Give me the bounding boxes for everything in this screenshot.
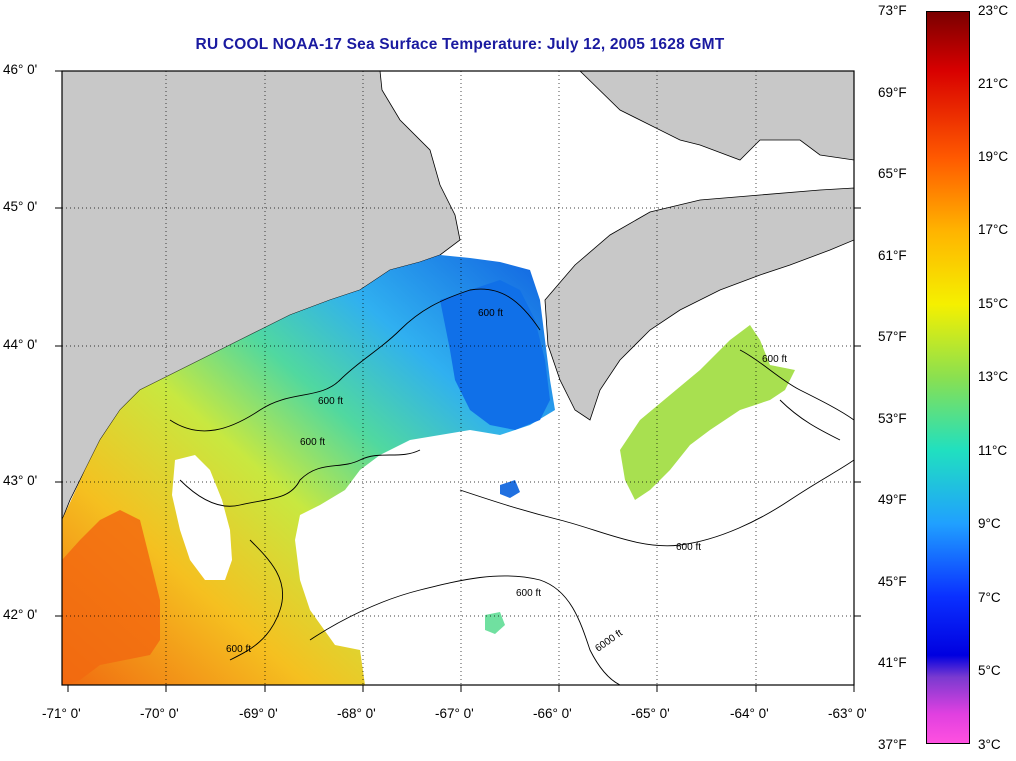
colorbar-c-label: 21°C <box>978 76 1009 91</box>
graticule <box>62 71 854 685</box>
sst-patch-south <box>485 612 505 634</box>
lon-label: -66° 0' <box>533 706 572 721</box>
lon-label: -69° 0' <box>239 706 278 721</box>
sst-cold-pocket <box>440 280 550 430</box>
lon-label: -68° 0' <box>337 706 376 721</box>
colorbar-c-label: 13°C <box>978 369 1009 384</box>
lon-label: -71° 0' <box>42 706 81 721</box>
colorbar-f-label: 57°F <box>878 329 907 344</box>
colorbar-f-label: 69°F <box>878 85 907 100</box>
lat-label: 42° 0' <box>3 607 38 622</box>
frame-ticks <box>55 70 861 692</box>
colorbar-c-label: 19°C <box>978 149 1009 164</box>
map-area: 600 ft 600 ft 600 ft 600 ft 600 ft 600 f… <box>62 71 854 685</box>
contour-label: 600 ft <box>300 437 325 448</box>
lon-label: -64° 0' <box>730 706 769 721</box>
land-nova-scotia <box>544 187 854 421</box>
sst-gulf-of-maine <box>62 255 555 685</box>
contour-label: 600 ft <box>762 354 787 365</box>
sst-patch-georges <box>500 480 520 498</box>
map-frame <box>61 70 855 686</box>
contour-label: 600 ft <box>226 644 251 655</box>
colorbar-f-label: 53°F <box>878 411 907 426</box>
contour-label: 600 ft <box>676 542 701 553</box>
sst-warm-bay <box>62 510 160 685</box>
temperature-colorbar <box>926 11 970 744</box>
lat-label: 46° 0' <box>3 62 38 77</box>
colorbar-c-label: 5°C <box>978 663 1001 678</box>
lon-label: -63° 0' <box>828 706 867 721</box>
lat-label: 44° 0' <box>3 337 38 352</box>
lat-label: 43° 0' <box>3 473 38 488</box>
contour-label: 600 ft <box>516 588 541 599</box>
sst-scotian-shelf <box>620 325 795 500</box>
colorbar-f-label: 61°F <box>878 248 907 263</box>
colorbar-f-label: 65°F <box>878 166 907 181</box>
colorbar-c-label: 11°C <box>978 443 1008 458</box>
colorbar-c-label: 15°C <box>978 296 1009 311</box>
colorbar-f-label: 37°F <box>878 737 907 752</box>
map-title: RU COOL NOAA-17 Sea Surface Temperature:… <box>195 36 725 53</box>
colorbar-f-label: 41°F <box>878 655 907 670</box>
colorbar-f-label: 45°F <box>878 574 907 589</box>
colorbar-c-label: 17°C <box>978 222 1009 237</box>
colorbar-f-label: 73°F <box>878 3 907 18</box>
lon-label: -65° 0' <box>631 706 670 721</box>
colorbar-c-label: 9°C <box>978 516 1001 531</box>
colorbar-c-label: 3°C <box>978 737 1001 752</box>
colorbar-c-label: 7°C <box>978 590 1001 605</box>
contour-label: 600 ft <box>478 308 503 319</box>
lon-label: -67° 0' <box>435 706 474 721</box>
bathymetry-contours <box>169 288 854 685</box>
contour-label: 600 ft <box>318 396 343 407</box>
lat-label: 45° 0' <box>3 199 38 214</box>
lon-label: -70° 0' <box>140 706 179 721</box>
land-new-brunswick <box>380 71 854 161</box>
colorbar-f-label: 49°F <box>878 492 907 507</box>
colorbar-c-label: 23°C <box>978 3 1009 18</box>
